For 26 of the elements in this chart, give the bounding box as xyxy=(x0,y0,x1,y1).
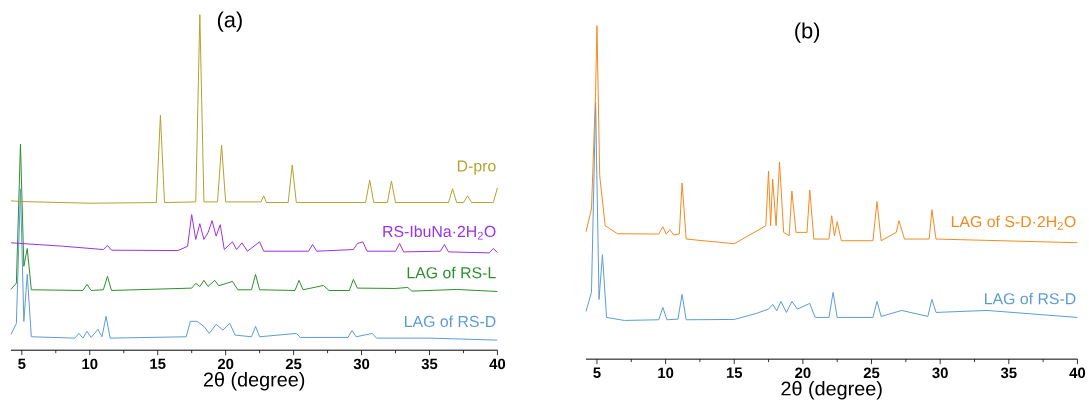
x-axis-title: 2θ (degree) xyxy=(203,372,305,391)
x-tick-label: 30 xyxy=(932,367,948,379)
series-label: LAG of RS-D xyxy=(985,292,1076,305)
x-tick-label: 35 xyxy=(421,358,438,370)
chart-title: (a) xyxy=(217,11,242,32)
x-tick-label: 15 xyxy=(150,358,166,370)
x-tick-label: 40 xyxy=(489,358,506,370)
series-label: D-pro xyxy=(457,160,496,175)
series-label: LAG of S-D·2H$_{2}$O xyxy=(951,215,1076,230)
x-tick-label: 35 xyxy=(1000,367,1017,379)
x-axis-title: 2θ (degree) xyxy=(781,381,882,400)
x-tick-label: 10 xyxy=(82,358,98,370)
series-label: LAG of RS-L xyxy=(407,266,496,279)
x-tick-label: 20 xyxy=(795,367,811,379)
x-tick-label: 5 xyxy=(593,367,601,379)
series-label: RS-IbuNa·2H$_{2}$O xyxy=(383,225,496,240)
x-tick-label: 25 xyxy=(285,358,302,370)
x-tick-label: 30 xyxy=(353,358,370,370)
x-tick-label: 10 xyxy=(658,367,674,379)
chart-title: (b) xyxy=(795,22,820,43)
x-tick-label: 25 xyxy=(863,367,880,379)
x-tick-label: 40 xyxy=(1069,367,1086,379)
x-tick-label: 20 xyxy=(217,358,234,370)
x-tick-label: 15 xyxy=(726,367,743,379)
x-tick-label: 5 xyxy=(18,358,26,370)
series-label: LAG of RS-D xyxy=(405,315,496,328)
